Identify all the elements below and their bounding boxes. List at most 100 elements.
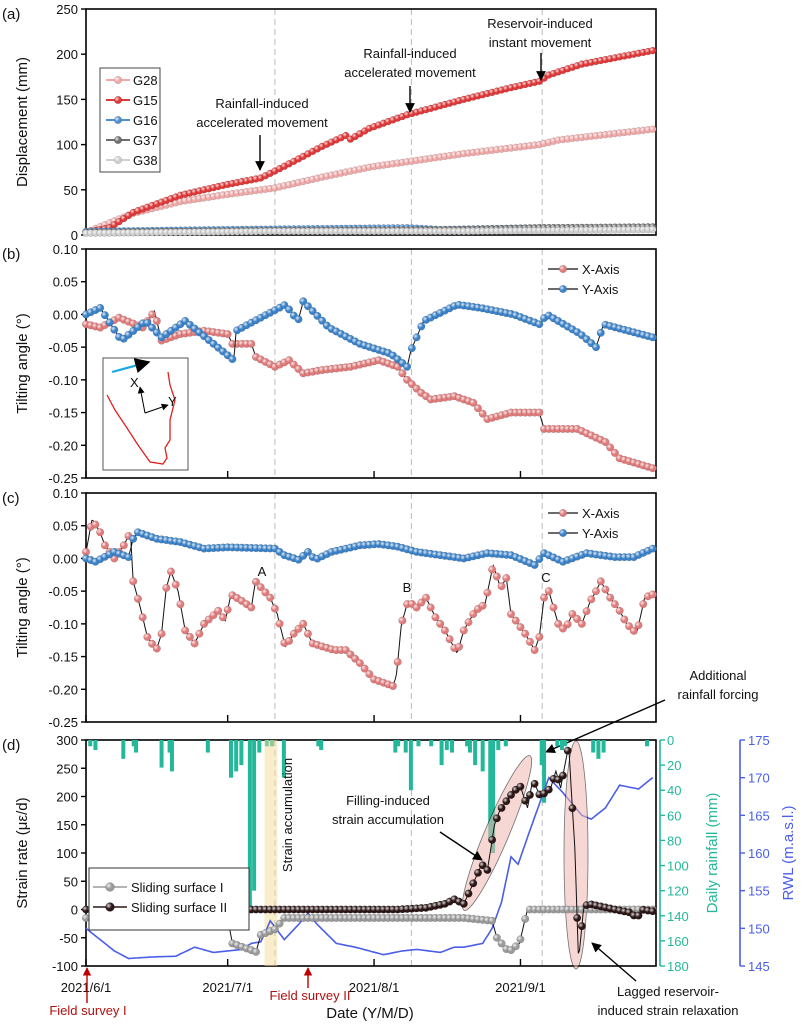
rainfall-bar: [542, 740, 547, 803]
x-axis-label: Date (Y/M/D): [326, 1005, 414, 1022]
point-label: A: [258, 564, 267, 579]
legend-box: [88, 867, 250, 931]
rainfall-bar: [205, 740, 210, 753]
y-tick-label: -0.10: [48, 373, 78, 388]
data-point-highlight: [511, 616, 520, 625]
legend-label: G15: [133, 93, 158, 108]
rainfall-bar: [319, 740, 324, 751]
data-point-highlight: [573, 615, 581, 623]
data-point-highlight: [578, 620, 586, 628]
rwl-tick-label: 165: [748, 808, 770, 823]
inset-y-label: Y: [168, 394, 177, 409]
rainfall-bar: [591, 740, 596, 753]
legend-label: X-Axis: [582, 506, 620, 521]
y-tick-label: 250: [56, 2, 78, 17]
data-point-highlight: [596, 329, 605, 337]
data-point-highlight: [403, 362, 411, 371]
y-tick-label: -0.25: [48, 471, 78, 486]
y-tick-label: -0.05: [48, 340, 78, 355]
legend-label: X-Axis: [582, 262, 620, 277]
y-tick-label: 50: [64, 874, 78, 889]
data-point-highlight: [615, 606, 624, 615]
data-point-highlight: [573, 914, 581, 922]
data-point-highlight: [186, 633, 194, 641]
data-point-highlight: [530, 779, 539, 788]
data-point-highlight: [648, 590, 657, 599]
series-g28: [82, 125, 657, 237]
data-point-highlight: [530, 561, 539, 569]
data-point-highlight: [587, 595, 596, 604]
data-point-highlight: [502, 574, 511, 582]
panel-b: (b) 0.10 0.05 0.00 -0.05 -0.10 -0.15 -0.20 -0.25…: [2, 242, 657, 486]
y-tick-label: 0: [71, 228, 78, 243]
x-tick-label: 2021/8/1: [349, 980, 400, 995]
y-axis-label: Strain rate (με/d): [14, 797, 31, 908]
data-point-highlight: [356, 659, 364, 667]
y-tick-label: -0.15: [48, 650, 78, 665]
data-point-highlight: [634, 911, 643, 920]
data-point-highlight: [105, 318, 114, 327]
annotation-text: accelerated movement: [196, 115, 328, 130]
data-point-highlight: [393, 658, 402, 666]
data-point-highlight: [606, 443, 614, 452]
legend-label: G16: [133, 113, 158, 128]
rainfall-bar: [169, 740, 174, 772]
data-point-highlight: [488, 565, 496, 574]
data-point-highlight: [252, 948, 260, 956]
y-tick-label: 300: [56, 733, 78, 748]
data-point-highlight: [478, 409, 487, 418]
data-point-highlight: [153, 328, 161, 337]
rainfall-bar: [393, 740, 398, 753]
inset-map: XY: [102, 357, 189, 471]
rwl-axis-label: RWL (m.a.s.l.): [780, 805, 797, 900]
data-point-highlight: [96, 304, 104, 312]
data-point-highlight: [578, 922, 586, 930]
data-point-highlight: [474, 404, 482, 413]
point-label: B: [403, 580, 412, 595]
data-point-highlight: [431, 613, 440, 622]
rainfall-bar: [439, 740, 444, 766]
highlight-ellipse: [563, 740, 589, 970]
direction-arrow: [111, 358, 151, 374]
panel-label: (b): [2, 246, 20, 263]
rwl-tick-label: 170: [748, 771, 770, 786]
x-tick-label: 2021/9/1: [495, 980, 546, 995]
rainfall-tick-label: 80: [667, 833, 681, 848]
data-point-highlight: [630, 627, 638, 635]
data-point-highlight: [493, 933, 501, 942]
data-point-highlight: [148, 310, 156, 319]
data-point-highlight: [478, 861, 487, 870]
data-point-highlight: [289, 629, 298, 638]
data-point-highlight: [228, 355, 237, 363]
legend-marker-highlight: [559, 285, 567, 293]
data-point-highlight: [148, 323, 156, 332]
data-point-highlight: [459, 900, 468, 908]
data-point-highlight: [261, 588, 270, 597]
data-point-highlight: [596, 577, 605, 586]
plot-frame: [85, 492, 657, 723]
data-point-highlight: [110, 325, 119, 334]
rainfall-tick-label: 40: [667, 783, 681, 798]
data-point-highlight: [318, 316, 326, 325]
rainfall-tick-label: 120: [667, 884, 689, 899]
data-point-highlight: [304, 302, 312, 310]
rainfall-tick-label: 100: [667, 859, 689, 874]
data-point-highlight: [535, 320, 544, 329]
data-point-highlight: [611, 600, 619, 609]
legend-marker-highlight: [559, 265, 567, 273]
legend-label: Y-Axis: [582, 282, 619, 297]
data-point-highlight: [606, 593, 614, 602]
data-point-highlight: [342, 132, 350, 140]
rainfall-bar: [473, 740, 478, 766]
data-point-highlight: [502, 797, 511, 806]
data-point-highlight: [511, 942, 520, 951]
data-point-highlight: [91, 520, 100, 529]
data-point-highlight: [412, 333, 421, 342]
x-tick-label: 2021/7/1: [202, 980, 253, 995]
series-g15: [82, 46, 657, 237]
data-point-highlight: [195, 629, 204, 638]
data-point-highlight: [649, 47, 657, 55]
y-tick-label: 50: [64, 183, 78, 198]
rainfall-bar: [645, 740, 650, 747]
y-axis-label: Tilting angle (°): [14, 313, 31, 413]
